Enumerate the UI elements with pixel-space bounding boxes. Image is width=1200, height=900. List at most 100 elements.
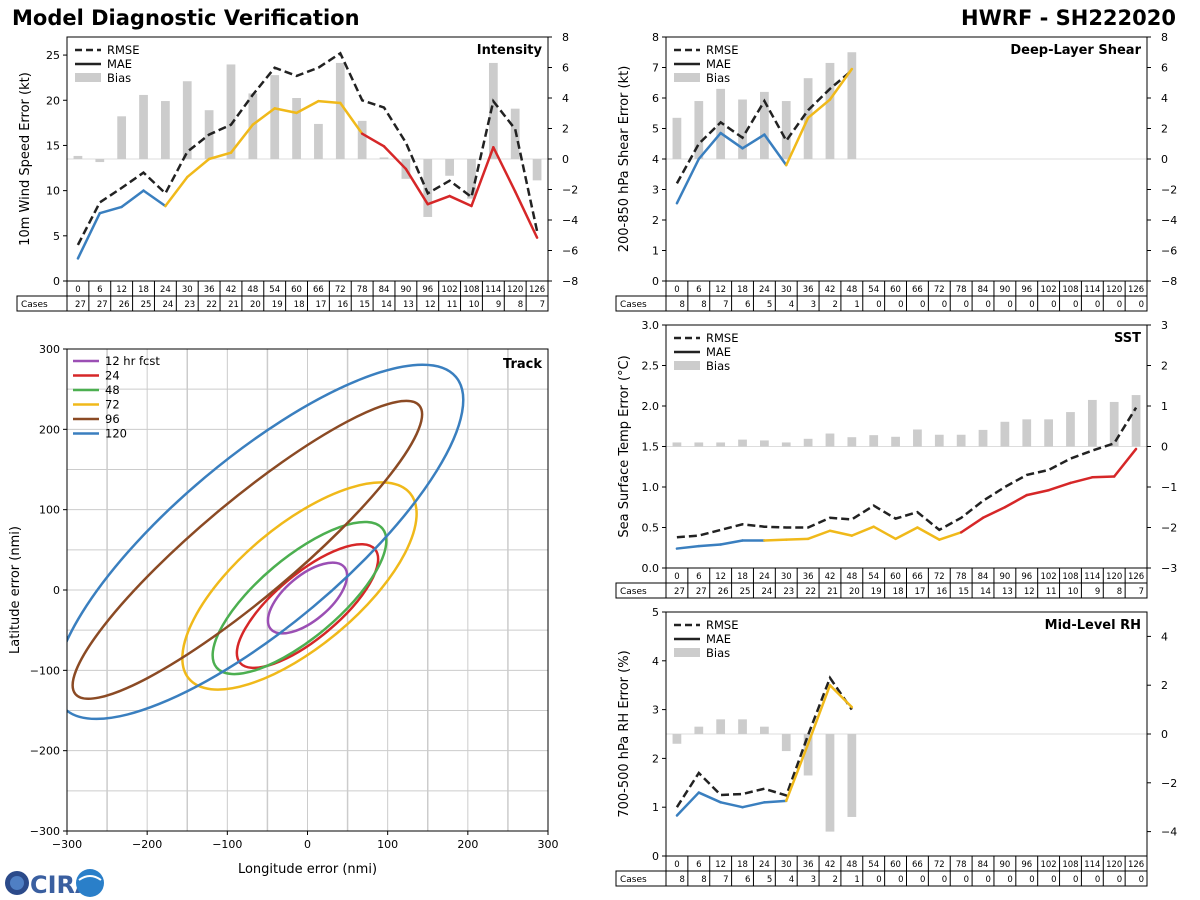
track-legend-label: 12 hr fcst: [105, 354, 160, 368]
lead-hour-label: 54: [269, 285, 280, 295]
y-tick-label: 4: [652, 655, 659, 668]
y-tick-label: 10: [46, 185, 60, 198]
y-tick-label: 200: [39, 423, 60, 436]
case-count-label: 24: [162, 300, 173, 310]
mae-line-segment: [697, 131, 722, 161]
lead-hour-label: 36: [803, 572, 814, 582]
lead-hour-label: 120: [1106, 285, 1122, 295]
mae-line-segment: [828, 529, 854, 537]
lead-hour-label: 66: [912, 285, 923, 295]
legend-bias-swatch: [674, 648, 700, 657]
case-count-label: 0: [876, 875, 881, 885]
lead-hour-label: 84: [379, 285, 390, 295]
case-count-label: 0: [964, 300, 969, 310]
y2-tick-label: 8: [1161, 31, 1168, 44]
mae-line-segment: [741, 133, 766, 150]
case-count-label: 0: [1051, 875, 1056, 885]
legend-rmse-label: RMSE: [706, 331, 738, 345]
y2-tick-label: 0: [1161, 441, 1168, 454]
mae-line-segment: [763, 799, 788, 804]
bias-bar: [934, 434, 944, 447]
case-count-label: 1: [854, 300, 859, 310]
bias-bar: [1044, 419, 1053, 447]
case-count-label: 0: [1029, 875, 1034, 885]
case-count-label: 0: [920, 875, 925, 885]
lead-hour-label: 12: [715, 285, 726, 295]
mae-line-segment: [675, 157, 701, 205]
satellite-icon: [76, 869, 104, 897]
case-count-label: 7: [1139, 587, 1144, 597]
lead-hour-label: 30: [182, 285, 193, 295]
lead-hour-label: 84: [978, 572, 989, 582]
lead-hour-label: 90: [999, 285, 1010, 295]
case-count-label: 9: [1095, 587, 1100, 597]
case-count-label: 0: [1029, 300, 1034, 310]
lead-hour-label: 6: [696, 572, 701, 582]
y-tick-label: 1.0: [642, 481, 660, 494]
mae-line-segment: [872, 525, 897, 541]
lead-hour-label: 102: [1040, 285, 1056, 295]
case-count-label: 27: [674, 587, 685, 597]
track-legend-label: 120: [105, 427, 127, 441]
case-count-label: 24: [761, 587, 772, 597]
case-count-label: 27: [696, 587, 707, 597]
y2-tick-label: 0: [1161, 153, 1168, 166]
mae-line-segment: [675, 791, 701, 817]
case-count-label: 11: [1046, 587, 1057, 597]
y2-tick-label: −2: [1161, 184, 1177, 197]
mae-line-segment: [229, 123, 255, 154]
mae-line-segment: [98, 205, 123, 215]
y2-tick-label: −6: [562, 245, 578, 258]
lead-hour-label: 120: [507, 285, 523, 295]
y2-tick-label: 1: [1161, 400, 1168, 413]
case-count-label: 23: [783, 587, 794, 597]
bias-bar: [672, 734, 682, 744]
case-count-label: 8: [518, 300, 523, 310]
case-count-label: 12: [1024, 587, 1035, 597]
mae-line-segment: [675, 544, 701, 550]
mae-line-segment: [785, 116, 810, 167]
x-tick-label: −200: [132, 838, 162, 851]
y-tick-label: 5: [652, 123, 659, 136]
bias-bar: [532, 159, 542, 181]
case-count-label: 0: [1051, 300, 1056, 310]
y-tick-label: 7: [652, 62, 659, 75]
mae-line-segment: [959, 516, 985, 534]
lead-hour-label: 66: [313, 285, 324, 295]
legend-mae-label: MAE: [706, 632, 731, 646]
lead-hour-label: 60: [291, 285, 302, 295]
track-ellipse: [71, 399, 424, 701]
case-count-label: 27: [97, 300, 108, 310]
bias-bar: [1066, 412, 1075, 447]
y2-tick-label: −4: [1161, 214, 1177, 227]
lead-hour-label: 96: [1021, 285, 1032, 295]
x-tick-label: 300: [538, 838, 559, 851]
case-count-label: 0: [986, 875, 991, 885]
y-tick-label: −100: [30, 664, 60, 677]
cases-label: Cases: [620, 587, 647, 597]
lead-hour-label: 126: [1128, 572, 1144, 582]
mae-line-segment: [916, 526, 941, 541]
lead-hour-label: 114: [485, 285, 501, 295]
bias-bar: [825, 734, 835, 832]
legend-bias-label: Bias: [107, 71, 131, 85]
case-count-label: 27: [75, 300, 86, 310]
y2-tick-label: −8: [562, 275, 578, 288]
bias-bar: [738, 719, 747, 734]
mae-line-segment: [828, 683, 854, 709]
bias-bar: [913, 429, 922, 447]
cases-label: Cases: [21, 300, 48, 310]
bias-bar: [956, 434, 966, 447]
case-count-label: 1: [854, 875, 859, 885]
case-count-label: 21: [228, 300, 239, 310]
lead-hour-label: 126: [529, 285, 545, 295]
lead-hour-label: 102: [1040, 860, 1056, 870]
lead-hour-label: 72: [335, 285, 346, 295]
case-count-label: 10: [469, 300, 480, 310]
lead-hour-label: 72: [934, 860, 945, 870]
case-count-label: 6: [745, 300, 750, 310]
cases-row-frame: [615, 582, 1148, 599]
y-axis-label: Sea Surface Temp Error (°C): [617, 355, 632, 537]
case-count-label: 0: [898, 875, 903, 885]
